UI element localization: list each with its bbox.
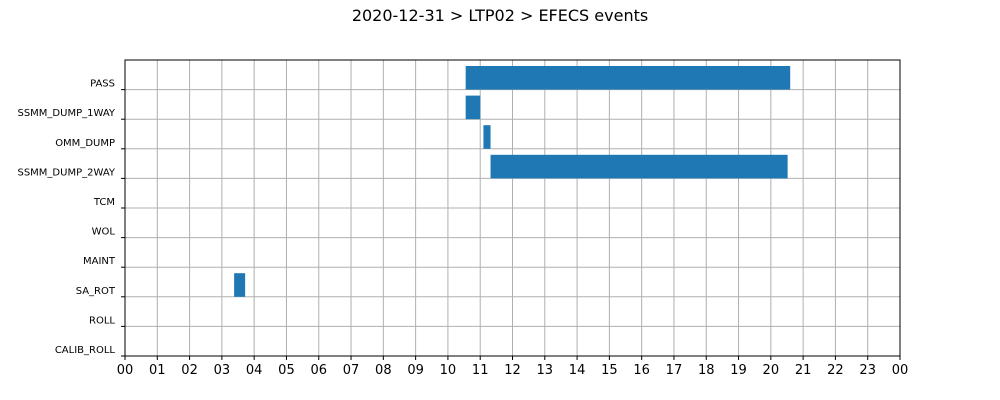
x-tick-label: 14 bbox=[569, 363, 586, 378]
event-bars bbox=[234, 66, 791, 297]
x-tick-label: 04 bbox=[246, 363, 263, 378]
y-tick-label: CALIB_ROLL bbox=[55, 345, 116, 356]
x-tick-label: 10 bbox=[440, 363, 457, 378]
x-tick-label: 03 bbox=[214, 363, 231, 378]
y-tick-label: SSMM_DUMP_2WAY bbox=[17, 167, 115, 178]
x-tick-label: 16 bbox=[633, 363, 650, 378]
x-tick-label: 17 bbox=[666, 363, 683, 378]
event-bar bbox=[465, 66, 791, 90]
x-tick-label: 18 bbox=[698, 363, 715, 378]
event-bar bbox=[483, 125, 491, 149]
x-tick-label: 02 bbox=[181, 363, 198, 378]
x-axis-labels: 00 01 02 03 04 05 06 07 08 09 10 11 12 13 14 15 16 17 18 19… bbox=[117, 356, 909, 378]
y-tick-label: OMM_DUMP bbox=[55, 138, 115, 149]
x-tick-label: 08 bbox=[375, 363, 392, 378]
y-tick-label: SSMM_DUMP_1WAY bbox=[17, 108, 115, 119]
grid-lines bbox=[124, 60, 901, 356]
y-tick-label: PASS bbox=[90, 79, 115, 90]
chart-title: 2020-12-31 > LTP02 > EFECS events bbox=[351, 6, 649, 25]
y-tick-label: ROLL bbox=[89, 315, 115, 326]
x-tick-label: 12 bbox=[504, 363, 521, 378]
x-tick-label: 09 bbox=[407, 363, 424, 378]
x-tick-label: 06 bbox=[310, 363, 327, 378]
y-tick-label: TCM bbox=[93, 197, 115, 208]
x-tick-label: 22 bbox=[827, 363, 844, 378]
x-tick-label: 23 bbox=[859, 363, 876, 378]
y-axis-labels: PASS SSMM_DUMP_1WAY OMM_DUMP SSMM_DUMP_2WAY… bbox=[17, 79, 125, 357]
event-bar bbox=[234, 273, 246, 297]
x-tick-label: 15 bbox=[601, 363, 618, 378]
x-tick-label: 05 bbox=[278, 363, 295, 378]
x-tick-label: 00 bbox=[117, 363, 134, 378]
x-tick-label: 20 bbox=[763, 363, 780, 378]
x-tick-label: 21 bbox=[795, 363, 812, 378]
y-tick-label: MAINT bbox=[83, 256, 116, 267]
y-tick-label: WOL bbox=[92, 227, 116, 238]
event-bar bbox=[465, 95, 481, 120]
x-tick-label: 01 bbox=[149, 363, 166, 378]
x-tick-label: 11 bbox=[472, 363, 489, 378]
x-tick-label: 13 bbox=[537, 363, 554, 378]
y-tick-label: SA_ROT bbox=[76, 286, 116, 297]
event-bar bbox=[490, 154, 788, 179]
x-tick-label: 07 bbox=[343, 363, 360, 378]
x-tick-label: 19 bbox=[730, 363, 747, 378]
x-tick-label: 00 bbox=[892, 363, 909, 378]
